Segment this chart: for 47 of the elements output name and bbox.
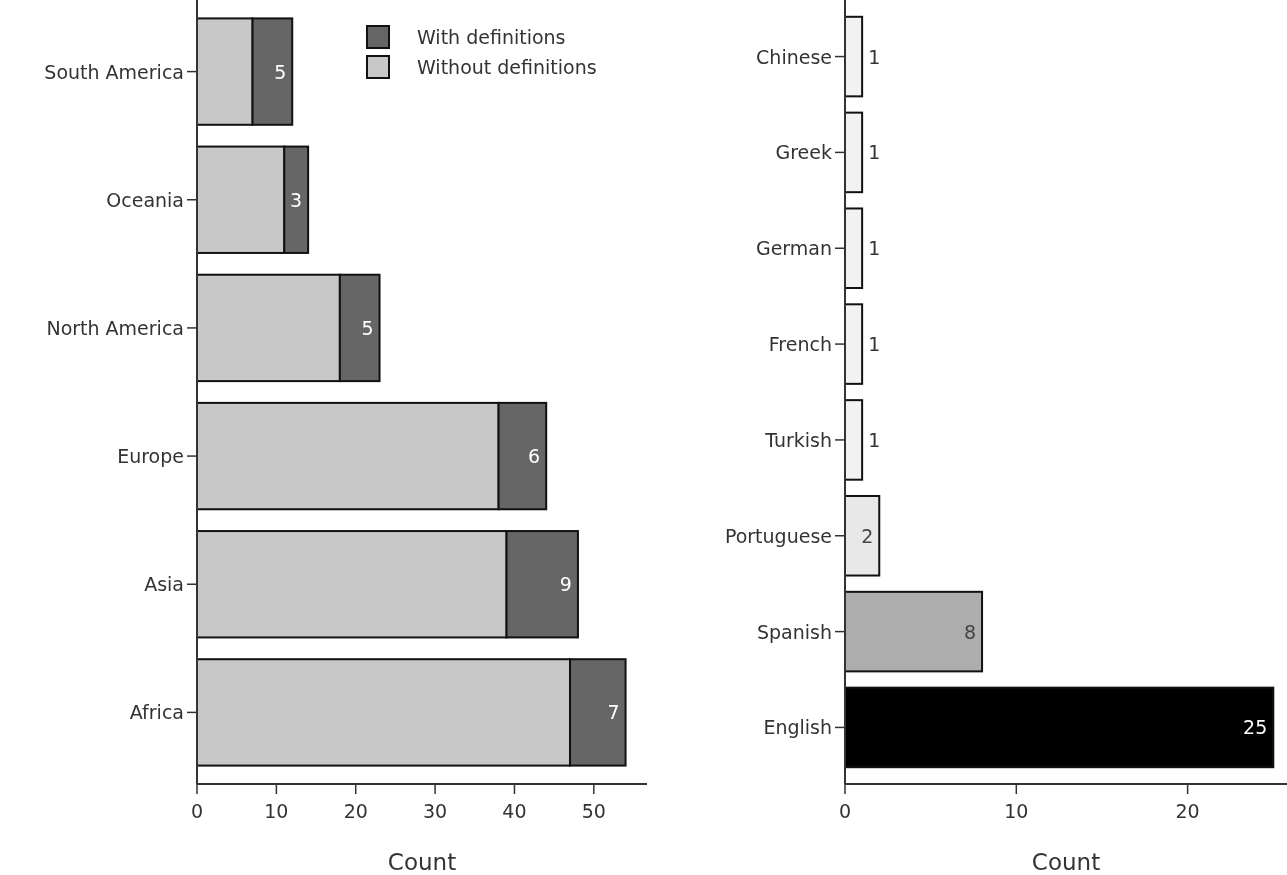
data-label: 5 [274,60,287,83]
x-tick-label: 50 [581,800,606,822]
y-tick-label: German [755,237,832,260]
y-tick-label: Asia [144,573,184,596]
bar [844,399,864,481]
x-axis-title: Count [1031,849,1101,875]
data-label: 9 [559,573,572,596]
y-tick-label: Turkish [764,428,832,451]
y-tick-label: South America [44,60,184,83]
y-tick-label: Europe [117,445,184,468]
y-tick-label: Oceania [106,188,184,211]
y-tick-label: Africa [129,701,184,724]
x-tick-label: 20 [1175,800,1200,822]
data-label: 6 [528,445,541,468]
y-tick-label: French [768,333,832,356]
bar [844,207,864,290]
data-label: 1 [868,45,881,68]
y-tick-label: Greek [775,141,832,164]
y-tick-label: North America [46,316,184,339]
legend-label: Without definitions [417,56,597,78]
bar [844,303,864,385]
x-tick-label: 10 [1004,800,1029,822]
data-label: 1 [868,141,881,164]
bar [844,686,1275,769]
y-tick-label: English [763,716,832,739]
data-label: 3 [290,188,303,211]
legend-label: With definitions [417,26,566,48]
data-label: 7 [607,701,620,724]
x-axis-title: Count [387,849,457,875]
y-tick-label: Spanish [756,620,832,643]
x-tick-label: 20 [343,800,368,822]
data-label: 8 [963,620,977,643]
data-label: 1 [868,333,881,356]
data-label: 2 [861,524,874,547]
x-tick-label: 10 [264,800,289,822]
bar [844,590,984,673]
y-tick-label: Portuguese [724,524,832,547]
bar [844,494,881,577]
data-label: 25 [1243,716,1268,739]
x-tick-label: 0 [838,800,852,822]
y-tick-label: Chinese [756,45,832,68]
x-tick-label: 40 [502,800,527,822]
data-label: 5 [361,316,374,339]
data-label: 1 [868,428,881,451]
x-tick-label: 30 [423,800,448,822]
x-tick-label: 0 [190,800,204,822]
data-label: 1 [868,237,881,260]
